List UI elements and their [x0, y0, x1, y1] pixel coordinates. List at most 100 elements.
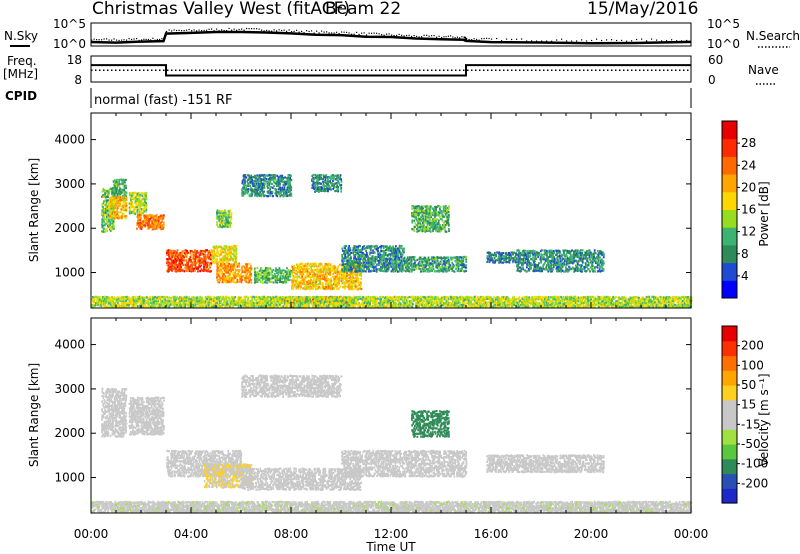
echo-cell: [273, 185, 275, 188]
echo-cell: [306, 265, 309, 268]
echo-cell: [138, 210, 141, 213]
echo-cell: [460, 269, 462, 272]
echo-cell: [105, 222, 108, 225]
echo-cell: [302, 277, 305, 280]
echo-cell: [277, 273, 280, 276]
echo-cell: [323, 273, 325, 276]
echo-cell: [109, 214, 112, 217]
echo-cell: [375, 270, 378, 273]
echo-cell: [223, 280, 225, 283]
echo-cell: [263, 271, 266, 274]
echo-cell: [99, 295, 101, 299]
echo-cell: [280, 178, 283, 181]
echo-cell: [189, 265, 191, 268]
echo-cell: [238, 280, 241, 283]
echo-cell: [279, 182, 281, 185]
search-noise-dot: [150, 39, 152, 41]
echo-cell: [134, 200, 137, 203]
echo-cell: [227, 249, 229, 252]
echo-cell: [432, 268, 435, 271]
echo-cell: [280, 273, 282, 276]
echo-cell: [541, 253, 544, 257]
echo-cell: [316, 285, 318, 288]
echo-cell: [249, 184, 252, 188]
echo-cell: [332, 287, 334, 290]
echo-cell: [138, 224, 140, 227]
echo-cell: [593, 249, 596, 252]
echo-cell: [383, 261, 385, 264]
echo-cell: [250, 274, 253, 277]
echo-cell: [226, 257, 228, 260]
search-noise-dot: [411, 35, 413, 37]
search-noise-dot: [233, 28, 235, 30]
echo-cell: [103, 211, 105, 214]
echo-cell: [306, 281, 308, 284]
echo-cell: [313, 271, 315, 274]
echo-cell: [143, 210, 146, 213]
echo-cell: [351, 268, 353, 271]
echo-cell: [175, 263, 178, 266]
search-noise-dot: [416, 35, 418, 37]
echo-cell: [324, 267, 327, 270]
echo-cell: [169, 249, 171, 252]
echo-cell: [329, 279, 332, 282]
search-noise-dot: [313, 32, 315, 34]
echo-cell: [270, 192, 272, 195]
echo-cell: [581, 249, 584, 252]
echo-cell: [122, 196, 124, 199]
echo-cell: [203, 265, 205, 268]
echo-cell: [282, 272, 285, 275]
echo-cell: [284, 184, 287, 187]
echo-cell: [119, 191, 121, 194]
echo-cell: [122, 209, 125, 212]
echo-cell: [182, 268, 185, 271]
echo-cell: [275, 271, 278, 274]
echo-cell: [413, 227, 415, 231]
echo-cell: [104, 217, 106, 221]
echo-cell: [602, 267, 605, 270]
echo-cell: [299, 273, 302, 276]
echo-cell: [563, 270, 565, 273]
search-noise-dot: [133, 38, 135, 40]
echo-cell: [395, 268, 398, 271]
echo-cell: [101, 226, 104, 229]
echo-cell: [392, 245, 394, 248]
echo-cell: [385, 257, 387, 260]
echo-cell: [308, 287, 310, 291]
echo-cell: [447, 218, 450, 221]
echo-cell: [189, 252, 192, 255]
echo-cell: [385, 254, 387, 257]
echo-cell: [227, 260, 229, 264]
echo-cell: [245, 263, 247, 266]
echo-cell: [227, 253, 230, 256]
echo-cell: [534, 260, 536, 263]
echo-cell: [138, 198, 141, 201]
echo-cell: [249, 182, 252, 185]
echo-cell: [374, 259, 377, 262]
echo-cell: [263, 178, 265, 181]
echo-cell: [448, 215, 450, 219]
echo-cell: [184, 252, 186, 255]
echo-cell: [218, 210, 221, 213]
echo-cell: [335, 275, 338, 278]
echo-cell: [137, 196, 140, 199]
echo-cell: [285, 180, 287, 183]
echo-cell: [282, 190, 285, 193]
echo-cell: [107, 202, 109, 205]
echo-cell: [406, 256, 409, 259]
echo-cell: [229, 251, 231, 254]
echo-cell: [341, 271, 344, 274]
echo-cell: [267, 267, 270, 270]
echo-cell: [144, 208, 147, 211]
echo-cell: [415, 216, 417, 219]
echo-cell: [591, 268, 594, 271]
echo-cell: [602, 256, 605, 259]
echo-cell: [143, 218, 146, 221]
echo-cell: [167, 251, 169, 254]
search-noise-dot: [323, 31, 325, 33]
search-noise-dot: [346, 31, 348, 33]
echo-cell: [281, 269, 283, 272]
echo-cell: [151, 220, 154, 223]
echo-cell: [250, 267, 253, 270]
echo-cell: [107, 192, 110, 195]
